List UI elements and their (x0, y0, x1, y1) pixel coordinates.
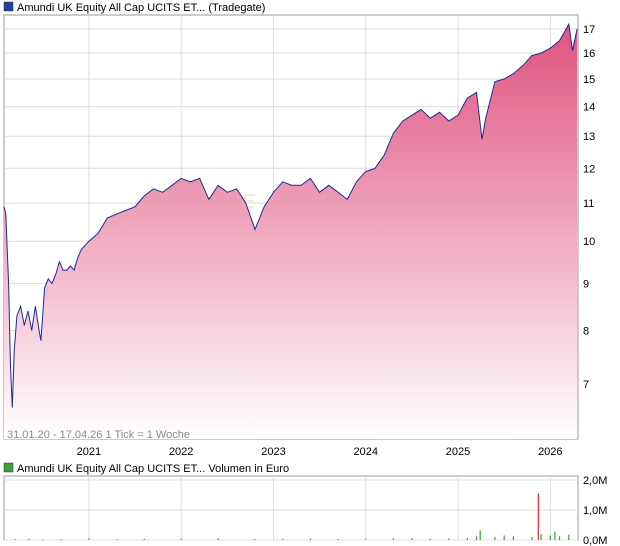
volume-bar (448, 538, 450, 540)
price-x-tick-label: 2021 (77, 446, 101, 458)
price-y-tick-label: 11 (583, 198, 594, 210)
volume-bar (531, 537, 533, 540)
volume-bar (475, 536, 478, 540)
volume-bar (554, 531, 556, 540)
price-x-tick-label: 2022 (169, 446, 193, 458)
price-y-tick-label: 10 (583, 236, 595, 248)
price-x-tick-label: 2026 (538, 446, 562, 458)
price-y-tick-label: 15 (583, 74, 595, 86)
price-x-tick-label: 2025 (446, 446, 470, 458)
volume-bar (217, 538, 219, 540)
price-area-fill (4, 24, 578, 439)
volume-bar (180, 538, 182, 540)
price-y-tick-label: 17 (583, 24, 595, 36)
price-y-tick-label: 16 (583, 48, 595, 60)
volume-bar (411, 538, 413, 540)
volume-y-tick-label: 2,0M (583, 475, 607, 487)
volume-bar (479, 530, 481, 540)
volume-bar (494, 537, 496, 540)
date-range-info: 31.01.20 - 17.04.26 1 Tick = 1 Woche (7, 429, 190, 441)
volume-plot-frame (3, 475, 579, 541)
volume-bar (466, 537, 468, 540)
price-y-tick-label: 14 (583, 102, 595, 114)
price-area (3, 22, 578, 439)
volume-bar (537, 493, 539, 540)
volume-bar (558, 536, 561, 540)
volume-bar (540, 534, 542, 540)
price-legend-marker (3, 1, 14, 12)
price-x-tick-label: 2023 (261, 446, 285, 458)
price-y-tick-label: 7 (583, 379, 589, 391)
price-legend-label: Amundi UK Equity All Cap UCITS ET... (Tr… (17, 2, 265, 14)
price-y-tick-label: 8 (583, 325, 589, 337)
volume-legend-marker (3, 462, 14, 473)
price-y-tick-label: 9 (583, 278, 589, 290)
volume-bar (337, 539, 339, 540)
volume-bar (42, 539, 44, 541)
volume-bar (14, 539, 16, 540)
volume-legend-label: Amundi UK Equity All Cap UCITS ET... Vol… (17, 463, 289, 475)
volume-bar (309, 538, 311, 540)
volume-bar (60, 539, 62, 540)
volume-bar (568, 534, 570, 540)
volume-bar (282, 538, 284, 540)
volume-bars (14, 493, 570, 541)
price-x-axis: 2021 2022 2023 2024 2025 2026 (77, 446, 563, 458)
volume-y-tick-label: 0,0M (583, 535, 607, 546)
volume-bar (512, 536, 514, 540)
volume-bar (143, 538, 145, 540)
volume-bar (429, 538, 431, 540)
volume-bar (254, 539, 256, 540)
price-y-tick-label: 13 (583, 131, 595, 143)
price-series-line (3, 22, 578, 408)
volume-bar (549, 535, 551, 540)
volume-bar (392, 538, 394, 540)
volume-y-axis: 0,0M 1,0M 2,0M (583, 475, 607, 546)
volume-bar (116, 539, 118, 540)
volume-y-tick-label: 1,0M (583, 505, 607, 517)
volume-bar (28, 538, 30, 540)
volume-bar (88, 538, 90, 540)
price-x-tick-label: 2024 (354, 446, 378, 458)
volume-grid (4, 476, 578, 541)
price-y-tick-label: 12 (583, 163, 595, 175)
volume-bar (365, 538, 367, 540)
volume-bar (503, 535, 505, 540)
price-y-axis: 7 8 9 10 11 12 13 14 15 16 17 (583, 24, 595, 391)
